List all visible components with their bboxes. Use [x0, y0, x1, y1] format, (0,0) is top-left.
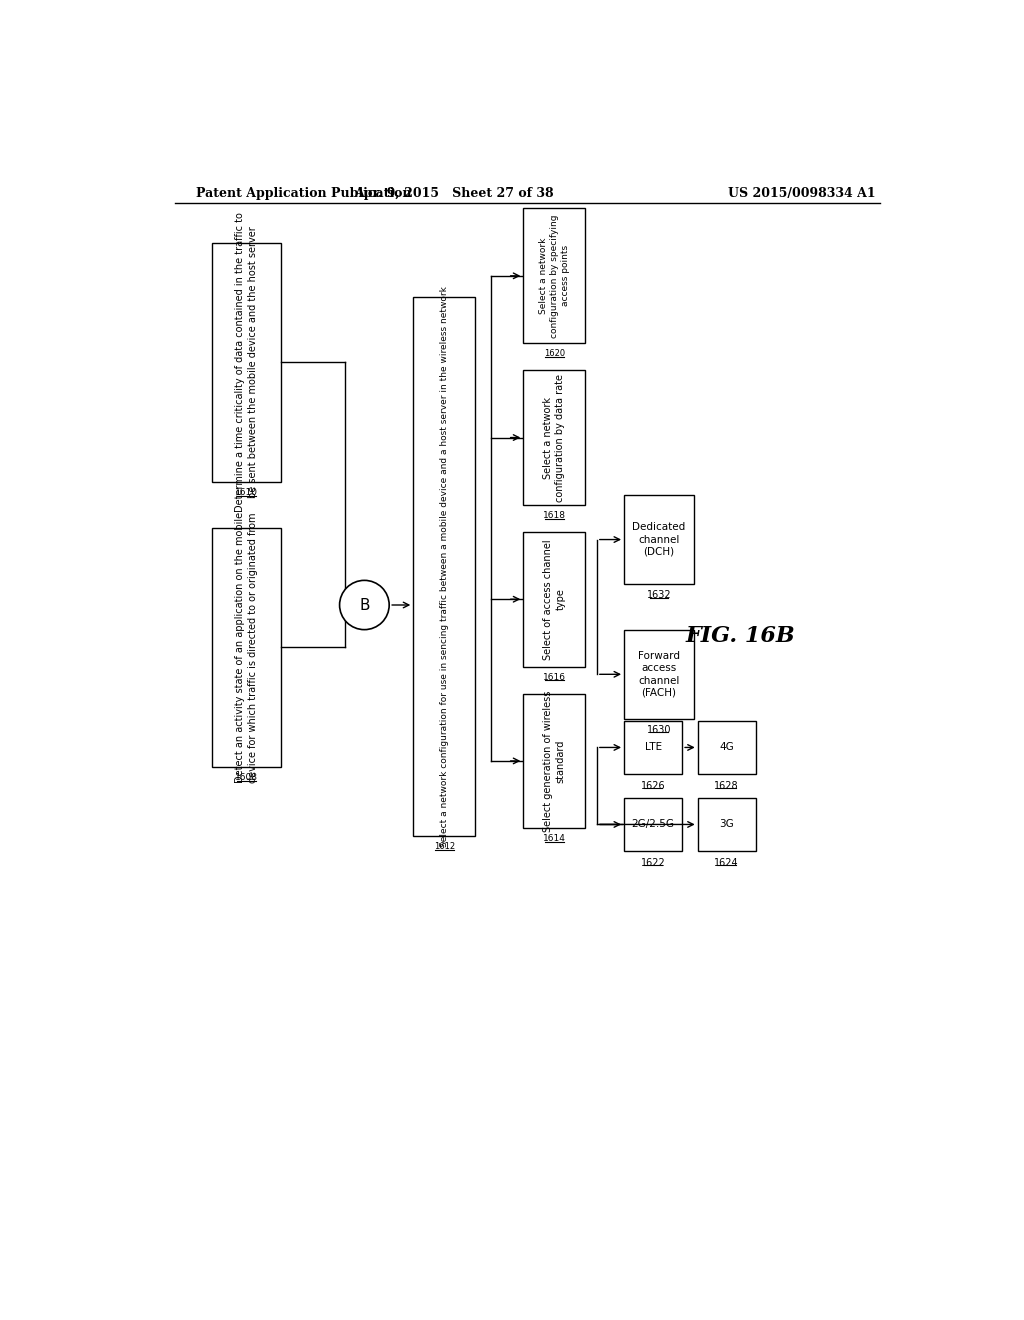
Text: 1630: 1630	[646, 725, 671, 735]
Text: 1618: 1618	[543, 511, 565, 520]
Text: 1626: 1626	[641, 780, 666, 791]
Text: Select of access channel
type: Select of access channel type	[543, 539, 565, 660]
Bar	[212, 528, 282, 767]
Text: 1628: 1628	[715, 780, 739, 791]
Bar	[523, 370, 586, 506]
Bar	[624, 630, 693, 718]
Text: 1632: 1632	[646, 590, 671, 601]
Text: 3G: 3G	[719, 820, 734, 829]
Text: Detect an activity state of an application on the mobile
device for which traffi: Detect an activity state of an applicati…	[236, 512, 258, 783]
Bar	[212, 243, 282, 482]
Text: 1622: 1622	[641, 858, 666, 867]
Text: B: B	[359, 598, 370, 612]
Text: 2G/2.5G: 2G/2.5G	[632, 820, 675, 829]
Text: FIG. 16B: FIG. 16B	[685, 624, 795, 647]
Bar	[523, 209, 586, 343]
Text: 1616: 1616	[543, 673, 565, 681]
Bar	[624, 797, 682, 851]
Bar	[414, 297, 475, 836]
Bar	[697, 721, 756, 775]
Text: 1624: 1624	[715, 858, 739, 867]
Bar	[624, 495, 693, 583]
Bar	[523, 532, 586, 667]
Text: Select generation of wireless
standard: Select generation of wireless standard	[543, 690, 565, 832]
Text: Select a network
configuration by data rate: Select a network configuration by data r…	[543, 374, 565, 502]
Circle shape	[340, 581, 389, 630]
Text: 1614: 1614	[543, 834, 565, 843]
Bar	[624, 721, 682, 775]
Text: Determine a time criticality of data contained in the traffic to
be sent between: Determine a time criticality of data con…	[236, 213, 258, 512]
Text: 4G: 4G	[719, 742, 734, 752]
Text: 1610: 1610	[236, 488, 258, 496]
Text: Select a network
configuration by specifying
access points: Select a network configuration by specif…	[539, 214, 569, 338]
Text: 1620: 1620	[544, 350, 565, 358]
Text: US 2015/0098334 A1: US 2015/0098334 A1	[728, 187, 877, 199]
Text: Patent Application Publication: Patent Application Publication	[197, 187, 412, 199]
Bar	[697, 797, 756, 851]
Bar	[523, 693, 586, 829]
Text: Dedicated
channel
(DCH): Dedicated channel (DCH)	[632, 523, 685, 557]
Text: Apr. 9, 2015   Sheet 27 of 38: Apr. 9, 2015 Sheet 27 of 38	[353, 187, 553, 199]
Text: 1608: 1608	[236, 774, 258, 781]
Text: Forward
access
channel
(FACH): Forward access channel (FACH)	[638, 651, 680, 698]
Text: LTE: LTE	[644, 742, 662, 752]
Text: 1612: 1612	[433, 842, 455, 851]
Text: Select a network configuration for use in sencing traffic between a mobile devic: Select a network configuration for use i…	[439, 286, 449, 847]
